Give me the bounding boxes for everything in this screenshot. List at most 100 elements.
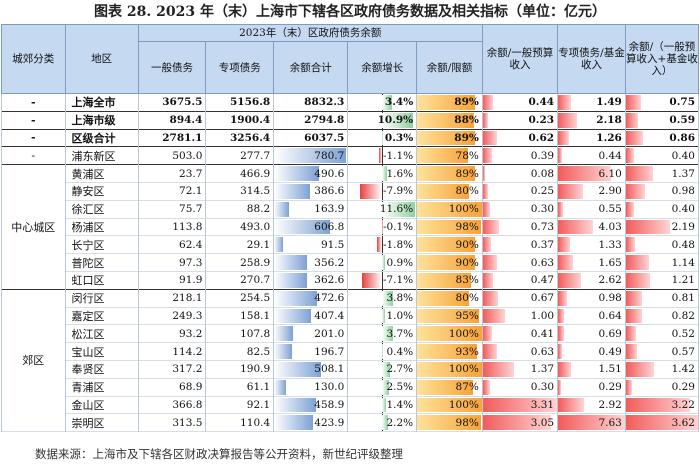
ratio1-cell-value: 0.62 bbox=[528, 131, 555, 144]
ratio3-bar bbox=[626, 112, 638, 128]
ratio-cell: 89% bbox=[416, 129, 483, 147]
special-debt-cell-value: 88.2 bbox=[246, 203, 271, 216]
ratio-bar bbox=[417, 272, 471, 288]
region-cell-value: 虹口区 bbox=[71, 274, 105, 288]
header-group: 城郊分类 bbox=[1, 24, 66, 94]
debt-table: 城郊分类 地区 2023年（末）区政府债务余额 余额/一般预算收入 专项债务/基… bbox=[1, 24, 700, 432]
ratio3-cell: 0.86 bbox=[624, 129, 700, 147]
ratio-cell-value: 80% bbox=[455, 185, 479, 198]
table-row: - 浦东新区 503.0 277.7 780.7 -1.1% 78% 0.39 0.44 0.40 bbox=[1, 146, 700, 165]
ratio3-cell-value: 1.37 bbox=[671, 167, 695, 180]
ratio3-cell-value: 0.57 bbox=[671, 345, 695, 358]
region-cell: 区级合计 bbox=[64, 129, 139, 147]
total-debt-cell-value: 356.2 bbox=[314, 256, 345, 269]
ratio3-bar bbox=[626, 344, 638, 359]
region-cell: 长宁区 bbox=[64, 235, 139, 254]
ratio3-bar bbox=[626, 148, 634, 164]
general-debt-cell-value: 23.7 bbox=[179, 167, 203, 180]
total-debt-cell: 2794.8 bbox=[273, 111, 349, 130]
ratio3-cell: 0.82 bbox=[624, 307, 700, 325]
category-cell: 郊区 bbox=[1, 289, 66, 432]
ratio3-cell: 2.19 bbox=[624, 218, 700, 236]
total-bar bbox=[274, 361, 321, 377]
special-debt-cell-value: 107.8 bbox=[240, 327, 271, 340]
ratio1-cell: 0.37 bbox=[481, 235, 559, 254]
ratio-cell-value: 89% bbox=[454, 131, 479, 144]
growth-cell: 2.2% bbox=[347, 413, 418, 432]
special-debt-cell-value: 466.9 bbox=[240, 167, 271, 180]
ratio2-cell-value: 0.64 bbox=[598, 309, 622, 322]
ratio1-cell-value: 3.05 bbox=[530, 416, 555, 429]
ratio2-cell-value: 1.51 bbox=[598, 363, 622, 376]
ratio1-cell: 0.23 bbox=[481, 111, 559, 130]
general-debt-cell: 218.1 bbox=[137, 289, 207, 308]
ratio3-cell: 1.14 bbox=[624, 253, 700, 272]
ratio-cell: 83% bbox=[416, 271, 483, 290]
table-row: 金山区 366.8 92.1 458.9 1.4% 100% 3.31 2.92 3.22 bbox=[1, 396, 700, 414]
growth-cell-value: 3.7% bbox=[386, 327, 414, 340]
special-debt-cell: 1900.4 bbox=[205, 111, 275, 130]
growth-cell: 2.5% bbox=[347, 378, 418, 397]
category-cell: - bbox=[1, 129, 66, 147]
ratio1-cell: 0.25 bbox=[481, 182, 559, 201]
ratio3-cell: 0.98 bbox=[624, 182, 700, 201]
ratio2-cell: 0.49 bbox=[557, 342, 626, 361]
ratio-bar bbox=[417, 326, 482, 342]
ratio1-bar bbox=[483, 326, 493, 342]
region-cell: 崇明区 bbox=[64, 413, 139, 432]
growth-bar bbox=[382, 166, 387, 181]
category-cell: - bbox=[1, 111, 66, 130]
ratio1-cell-value: 0.37 bbox=[530, 238, 555, 251]
ratio1-bar bbox=[483, 148, 492, 164]
region-cell: 虹口区 bbox=[64, 271, 139, 290]
growth-cell-value: 0.4% bbox=[386, 345, 414, 358]
ratio-cell: 87% bbox=[416, 378, 483, 397]
category-cell: 中心城区 bbox=[1, 164, 66, 290]
ratio1-bar bbox=[483, 379, 490, 395]
header-col-3: 余额增长 bbox=[347, 41, 418, 94]
ratio3-bar bbox=[626, 308, 643, 324]
ratio3-cell-value: 3.62 bbox=[671, 416, 695, 429]
region-cell-value: 奉贤区 bbox=[71, 363, 105, 377]
ratio3-cell-value: 0.48 bbox=[671, 238, 695, 251]
special-debt-cell-value: 190.9 bbox=[240, 363, 271, 376]
ratio3-cell-value: 0.98 bbox=[671, 185, 695, 198]
growth-bar bbox=[382, 397, 387, 413]
general-debt-cell-value: 218.1 bbox=[172, 292, 203, 305]
general-debt-cell: 894.4 bbox=[137, 111, 207, 130]
growth-bar bbox=[382, 308, 386, 324]
ratio-cell: 100% bbox=[416, 324, 483, 343]
ratio-cell: 100% bbox=[416, 360, 483, 379]
general-debt-cell: 249.3 bbox=[137, 307, 207, 325]
category-cell: - bbox=[1, 146, 66, 165]
special-debt-cell: 61.1 bbox=[205, 378, 275, 397]
ratio-cell: 88% bbox=[416, 111, 483, 130]
ratio3-cell-value: 2.19 bbox=[671, 220, 695, 233]
special-debt-cell-value: 493.0 bbox=[240, 220, 271, 233]
total-debt-cell-value: 472.6 bbox=[314, 292, 345, 305]
ratio-bar bbox=[417, 183, 469, 199]
region-cell-value: 长宁区 bbox=[71, 238, 105, 252]
ratio1-cell-value: 0.63 bbox=[530, 256, 555, 269]
category-cell: - bbox=[1, 93, 66, 112]
general-debt-cell-value: 113.8 bbox=[172, 220, 203, 233]
ratio1-cell-value: 1.37 bbox=[530, 363, 555, 376]
general-debt-cell: 2781.1 bbox=[137, 129, 207, 147]
total-debt-cell-value: 91.5 bbox=[320, 238, 345, 251]
total-debt-cell: 508.1 bbox=[273, 360, 349, 379]
total-debt-cell: 196.7 bbox=[273, 342, 349, 361]
total-debt-cell: 606.8 bbox=[273, 218, 349, 236]
ratio1-cell-value: 0.63 bbox=[530, 345, 555, 358]
growth-bar bbox=[382, 415, 389, 431]
ratio1-bar bbox=[483, 361, 514, 377]
ratio3-bar bbox=[626, 326, 637, 342]
region-cell-value: 杨浦区 bbox=[71, 220, 105, 234]
growth-cell: 3.7% bbox=[347, 324, 418, 343]
growth-cell-value: -7.9% bbox=[382, 185, 414, 198]
growth-bar bbox=[382, 130, 384, 146]
ratio-bar bbox=[417, 148, 468, 164]
total-debt-cell: 423.9 bbox=[273, 413, 349, 432]
ratio-bar bbox=[417, 201, 482, 217]
growth-bar bbox=[382, 255, 385, 270]
total-debt-cell-value: 201.0 bbox=[314, 327, 345, 340]
